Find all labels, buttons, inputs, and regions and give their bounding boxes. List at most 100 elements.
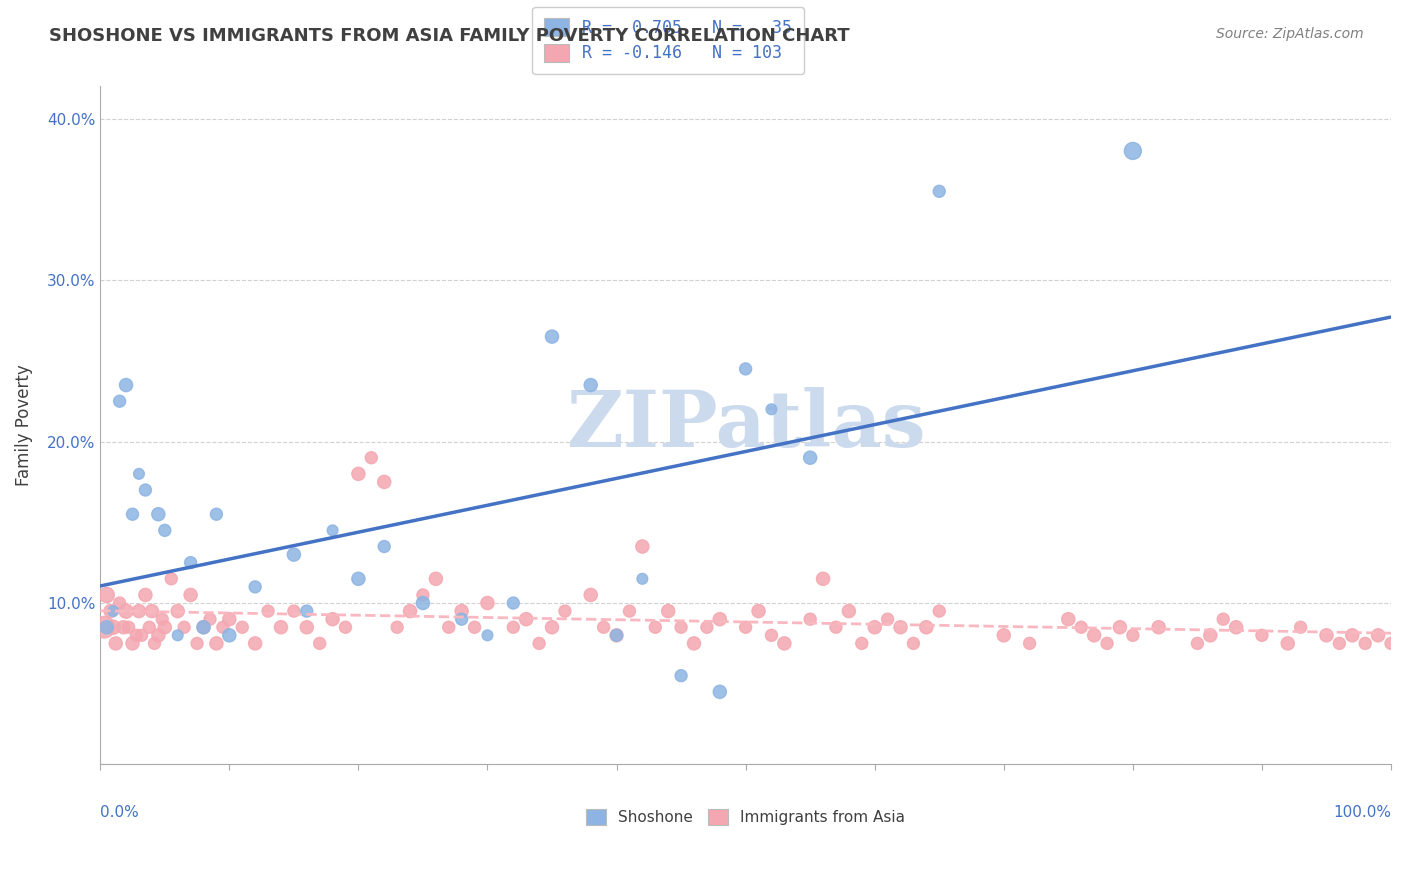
Point <box>876 612 898 626</box>
Point <box>150 612 173 626</box>
Point <box>657 604 679 618</box>
Point <box>1225 620 1247 634</box>
Point <box>527 636 550 650</box>
Point <box>915 620 938 634</box>
Point <box>502 596 524 610</box>
Point <box>96 588 118 602</box>
Point <box>851 636 873 650</box>
Point <box>283 604 305 618</box>
Point <box>347 467 370 481</box>
Point <box>153 620 176 634</box>
Text: 100.0%: 100.0% <box>1333 805 1391 820</box>
Point <box>108 394 131 409</box>
Point <box>541 329 564 343</box>
Point <box>295 604 318 618</box>
Point <box>308 636 330 650</box>
Point <box>1315 628 1337 642</box>
Y-axis label: Family Poverty: Family Poverty <box>15 365 32 486</box>
Point <box>128 604 150 618</box>
Point <box>838 604 860 618</box>
Point <box>134 588 156 602</box>
Point <box>117 620 139 634</box>
Point <box>322 524 344 538</box>
Point <box>160 572 183 586</box>
Point <box>734 362 756 376</box>
Point <box>631 540 654 554</box>
Point <box>198 612 221 626</box>
Point <box>347 572 370 586</box>
Point <box>477 628 499 642</box>
Legend: Shoshone, Immigrants from Asia: Shoshone, Immigrants from Asia <box>579 803 911 831</box>
Point <box>1354 636 1376 650</box>
Point <box>606 628 628 642</box>
Point <box>115 378 138 392</box>
Point <box>1212 612 1234 626</box>
Point <box>554 604 576 618</box>
Point <box>709 612 731 626</box>
Point <box>761 628 783 642</box>
Point <box>669 668 692 682</box>
Point <box>243 636 266 650</box>
Point <box>631 572 654 586</box>
Point <box>1057 612 1080 626</box>
Point <box>412 596 434 610</box>
Point <box>450 612 472 626</box>
Point <box>322 612 344 626</box>
Point <box>231 620 253 634</box>
Point <box>928 184 950 198</box>
Point <box>683 636 706 650</box>
Point <box>412 588 434 602</box>
Point <box>243 580 266 594</box>
Point <box>437 620 460 634</box>
Point <box>761 402 783 417</box>
Point <box>101 620 124 634</box>
Point <box>811 572 834 586</box>
Point <box>1122 144 1144 158</box>
Point <box>148 628 170 642</box>
Point <box>101 604 124 618</box>
Point <box>93 620 115 634</box>
Point <box>121 636 143 650</box>
Point <box>799 612 821 626</box>
Point <box>773 636 796 650</box>
Point <box>747 604 769 618</box>
Point <box>131 628 153 642</box>
Point <box>153 524 176 538</box>
Point <box>1251 628 1274 642</box>
Point <box>173 620 195 634</box>
Point <box>1070 620 1092 634</box>
Point <box>541 620 564 634</box>
Point <box>1289 620 1312 634</box>
Point <box>373 475 395 489</box>
Text: Source: ZipAtlas.com: Source: ZipAtlas.com <box>1216 27 1364 41</box>
Point <box>166 604 188 618</box>
Point <box>579 378 602 392</box>
Point <box>335 620 357 634</box>
Point <box>283 548 305 562</box>
Point <box>606 628 628 642</box>
Point <box>903 636 925 650</box>
Point <box>1341 628 1364 642</box>
Point <box>257 604 280 618</box>
Point <box>166 628 188 642</box>
Point <box>734 620 756 634</box>
Point <box>515 612 537 626</box>
Point <box>644 620 666 634</box>
Point <box>825 620 848 634</box>
Point <box>193 620 215 634</box>
Point <box>138 620 160 634</box>
Point <box>1109 620 1132 634</box>
Point <box>115 604 138 618</box>
Point <box>143 636 166 650</box>
Point <box>464 620 486 634</box>
Point <box>399 604 422 618</box>
Point <box>373 540 395 554</box>
Point <box>141 604 163 618</box>
Point <box>121 507 143 521</box>
Point <box>295 620 318 634</box>
Point <box>993 628 1015 642</box>
Point <box>1147 620 1170 634</box>
Point <box>669 620 692 634</box>
Point <box>1329 636 1351 650</box>
Point <box>579 588 602 602</box>
